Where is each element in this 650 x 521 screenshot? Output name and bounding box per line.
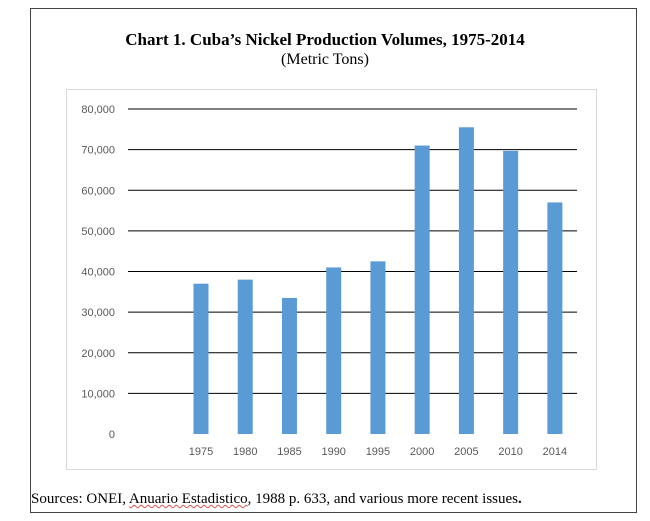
x-tick-label: 1990 (321, 446, 345, 458)
x-tick-label: 1985 (277, 446, 301, 458)
plot-area-border (66, 89, 597, 470)
x-tick-label: 1995 (366, 446, 390, 458)
bar-1995 (370, 261, 386, 434)
y-tick-label: 0 (109, 429, 115, 441)
y-tick-label: 60,000 (81, 185, 115, 197)
y-tick-label: 30,000 (81, 307, 115, 319)
x-tick-label: 1980 (233, 446, 257, 458)
source-note: Sources: ONEI, Anuario Estadistico, 1988… (31, 491, 641, 508)
bar-1975 (193, 283, 209, 434)
y-tick-label: 50,000 (81, 226, 115, 238)
bar-2014 (547, 202, 563, 434)
x-tick-label: 2014 (543, 446, 567, 458)
source-suffix: , 1988 p. 633, and various more recent i… (247, 491, 518, 507)
chart-subtitle: (Metric Tons) (281, 51, 369, 68)
y-tick-label: 10,000 (81, 388, 115, 400)
bar-2005 (458, 127, 474, 434)
x-tick-label: 2000 (410, 446, 434, 458)
y-tick-label: 40,000 (81, 267, 115, 279)
chart-title: Chart 1. Cuba’s Nickel Production Volume… (125, 30, 525, 49)
bar-1985 (281, 297, 297, 434)
source-prefix: Sources: ONEI, (31, 491, 129, 507)
x-tick-label: 2010 (498, 446, 522, 458)
bar-1990 (326, 267, 342, 434)
x-tick-label: 2005 (454, 446, 478, 458)
bar-1980 (237, 279, 253, 434)
x-tick-label: 1975 (189, 446, 213, 458)
source-flagged-text: Anuario Estadistico (128, 491, 248, 507)
y-tick-label: 20,000 (81, 348, 115, 360)
y-tick-label: 70,000 (81, 145, 115, 157)
bar-2000 (414, 145, 430, 434)
y-tick-label: 80,000 (81, 104, 115, 116)
source-period: . (518, 491, 522, 507)
bar-2010 (503, 150, 519, 434)
